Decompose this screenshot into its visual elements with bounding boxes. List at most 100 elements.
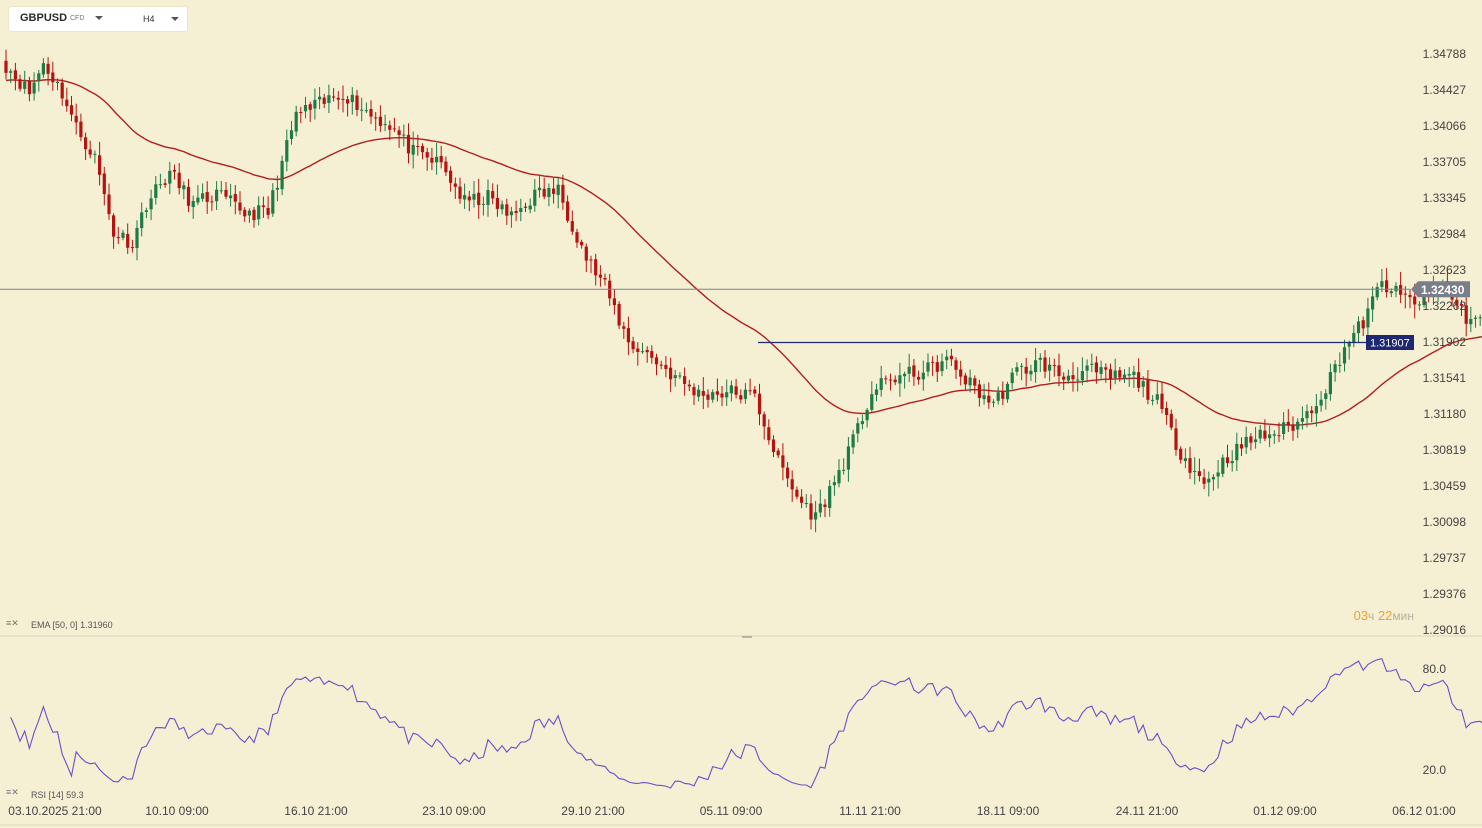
candle-body [711,392,715,400]
candle-body [1268,434,1272,439]
timeframe-select[interactable]: H4 [143,14,155,24]
candle-body [1137,372,1141,388]
candle-body [247,210,251,216]
candle-body [1221,457,1225,474]
candle-body [486,190,490,205]
candle-body [683,376,687,384]
candle-body [1048,364,1052,371]
candle-body [1029,370,1033,375]
candle-body [9,71,13,73]
level-price-badge[interactable] [1366,335,1414,351]
candle-body [332,96,336,98]
candle-body [186,186,191,206]
candle-body [669,367,673,380]
candle-body [271,190,275,214]
candle-body [917,376,921,380]
candle-body [865,409,869,421]
candle-body [664,364,668,369]
candle-body [116,237,120,239]
candle-body [392,128,396,130]
candle-body [1338,364,1342,366]
candle-body [1310,410,1314,414]
candle-body [598,274,602,278]
candle-body [1385,280,1389,293]
candle-body [1080,371,1084,381]
candle-body [659,364,663,366]
candle-body [65,99,69,107]
candle-body [350,94,354,103]
candle-body [1305,411,1309,419]
candle-body [1328,372,1332,395]
candle-body [1249,436,1253,443]
candle-body [804,503,808,504]
candle-body [1399,285,1403,295]
candle-body [201,193,205,199]
candle-body [13,70,17,79]
candle-body [55,81,60,83]
candle-body [580,241,584,246]
candle-body [336,97,340,100]
current-price-label: 1.32430 [1421,283,1465,297]
candle-body [1361,320,1365,329]
symbol-type-label: CFD [70,15,85,22]
candle-body [411,144,415,155]
candle-body [809,503,813,520]
candle-body [987,395,991,403]
rsi-pane: 80.0 20.0 [10,657,1482,789]
candle-body [1408,295,1412,298]
candle-body [210,201,214,203]
candle-body [355,95,359,110]
candle-body [1052,365,1056,367]
candle-body [1141,381,1145,387]
rsi-value: 59.3 [66,790,84,800]
candle-body [27,80,31,95]
candle-body [360,109,364,111]
candle-body [1057,365,1061,377]
candle-body [748,390,752,392]
candle-body [860,421,864,425]
candle-body [1375,287,1379,298]
candle-body [678,375,682,377]
candle-body [289,130,294,139]
chart-frame [0,635,1482,826]
candle-body [654,357,659,365]
symbol-name[interactable]: GBPUSD [20,12,68,24]
candle-body [1151,399,1155,401]
candle-body [856,423,860,434]
candle-body [753,389,757,394]
candle-body [205,192,209,202]
current-price-badge [1411,281,1470,298]
candle-body [963,375,967,385]
candle-body [697,389,701,397]
ema-settings-icon[interactable]: ≡✕ [6,618,19,628]
candle-body [1389,291,1393,294]
candle-body [121,232,125,238]
candle-body [1024,366,1028,374]
candle-body [1291,424,1295,431]
price-axis[interactable]: 1.34788 1.34427 1.34066 1.33705 1.33345 1.329… [1423,47,1467,637]
ema-name: EMA [31,620,51,630]
timeframe-dropdown-icon[interactable] [171,17,179,21]
ema-indicator-label: EMA [50, 0] 1.31960 [31,620,113,630]
candle-body [88,149,92,155]
candle-body [701,391,705,396]
candle-body [46,63,50,74]
candle-body [140,212,144,229]
candle-body [528,205,532,210]
candle-body [1314,406,1318,414]
candle-body [1324,393,1328,399]
candle-body [612,298,616,306]
time-axis[interactable]: 03.10.2025 21:00 10.10 09:00 16.10 21:00 23… [8,804,1456,818]
symbol-dropdown-icon[interactable] [95,16,103,20]
candle-body [1118,370,1122,378]
candle-body [149,198,153,210]
candle-body [439,156,443,163]
rsi-settings-icon[interactable]: ≡✕ [6,787,19,797]
candle-body [996,392,1000,401]
candle-body [1193,471,1197,472]
candle-body [757,393,762,415]
overlays-layer [0,288,1410,344]
candle-body [687,384,691,387]
candle-body [542,188,546,197]
